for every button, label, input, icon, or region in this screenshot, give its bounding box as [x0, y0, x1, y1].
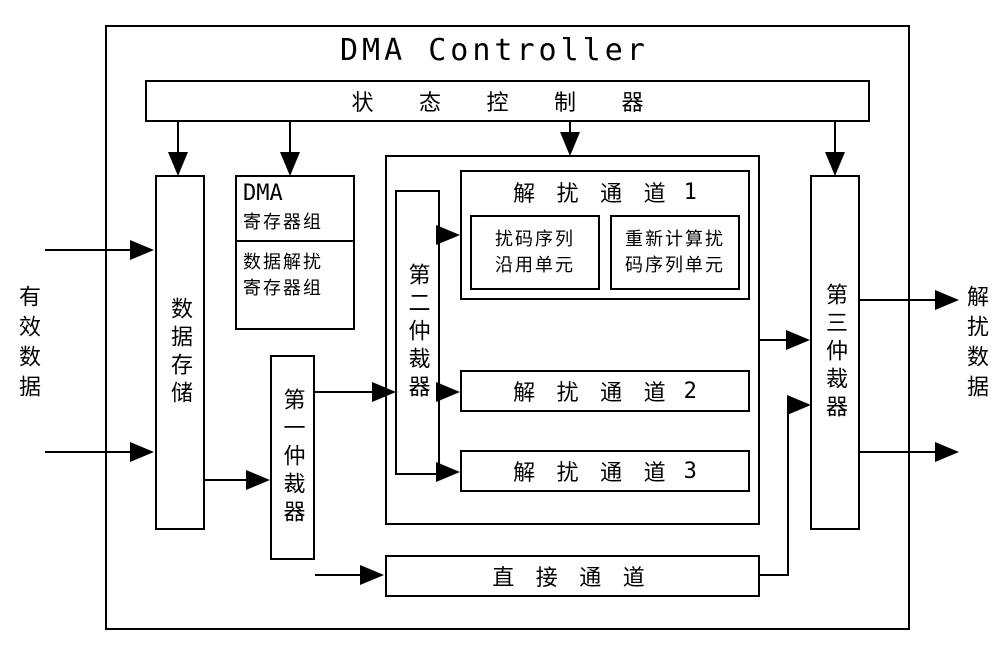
channel-2-num: 2 — [684, 379, 697, 404]
ch1-sub-right-l1: 重新计算扰 — [612, 225, 738, 251]
ch1-sub-left-l2: 沿用单元 — [472, 251, 598, 277]
dma-label: DMA — [243, 181, 347, 206]
output-label: 解扰数据 — [960, 285, 992, 405]
direct-channel-block: 直 接 通 道 — [385, 555, 760, 597]
direct-channel-label: 直 接 通 道 — [492, 560, 653, 592]
data-descramble-label: 数据解扰 — [243, 248, 347, 274]
channel-3-block: 解 扰 通 道 3 — [460, 450, 750, 492]
channel-2-label: 解 扰 通 道 — [513, 375, 674, 407]
diagram-title: DMA Controller — [340, 33, 649, 68]
arbiter-3-block: 第三仲裁器 — [810, 175, 860, 530]
channel-1-num: 1 — [684, 180, 697, 205]
input-label: 有效数据 — [12, 285, 44, 405]
arbiter-1-label: 第一仲裁器 — [277, 388, 309, 528]
state-controller-block: 状 态 控 制 器 — [145, 80, 870, 122]
channel-3-label: 解 扰 通 道 — [513, 455, 674, 487]
channel-2-block: 解 扰 通 道 2 — [460, 370, 750, 412]
channel-3-num: 3 — [684, 459, 697, 484]
ch1-sub-right-l2: 码序列单元 — [612, 251, 738, 277]
reg-group-2: 寄存器组 — [243, 274, 347, 300]
register-block: DMA 寄存器组 数据解扰 寄存器组 — [235, 175, 355, 330]
state-controller-label: 状 态 控 制 器 — [351, 85, 663, 117]
data-storage-label: 数据存储 — [164, 297, 196, 409]
channel-1-sub-right: 重新计算扰 码序列单元 — [610, 215, 740, 290]
arbiter-2-label: 第二仲裁器 — [402, 263, 434, 403]
reg-group-1: 寄存器组 — [243, 208, 347, 234]
arbiter-1-block: 第一仲裁器 — [270, 355, 315, 560]
ch1-sub-left-l1: 扰码序列 — [472, 225, 598, 251]
channel-1-sub-left: 扰码序列 沿用单元 — [470, 215, 600, 290]
arbiter-2-block: 第二仲裁器 — [395, 190, 440, 475]
channel-1-label: 解 扰 通 道 — [513, 176, 674, 208]
data-storage-block: 数据存储 — [155, 175, 205, 530]
arbiter-3-label: 第三仲裁器 — [819, 283, 851, 423]
